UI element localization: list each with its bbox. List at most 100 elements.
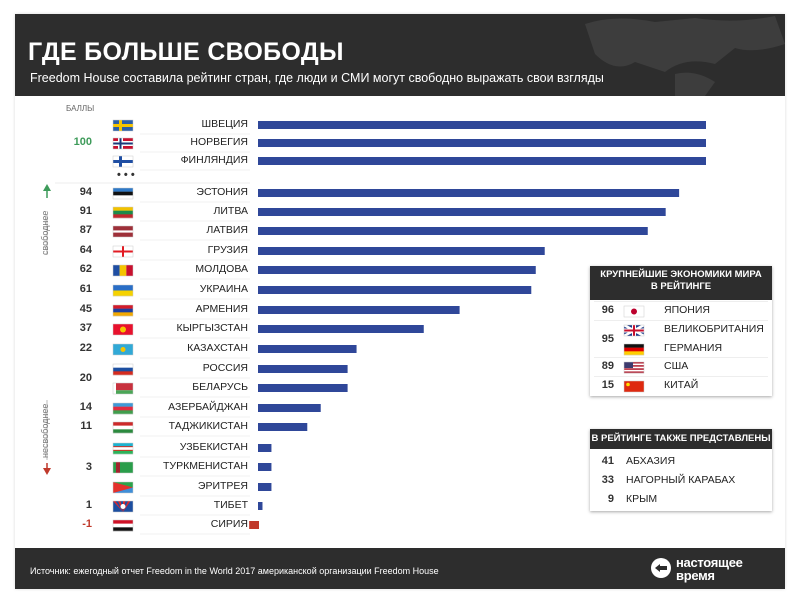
page-subtitle: Freedom House составила рейтинг стран, г…	[30, 71, 604, 85]
score-label: 100	[73, 136, 92, 148]
ellipsis-dots: • • •	[117, 169, 135, 181]
flag-armenia-icon	[112, 304, 134, 317]
score-label: 22	[79, 342, 92, 354]
country-label: БЕЛАРУСЬ	[192, 381, 248, 393]
also-name: АБХАЗИЯ	[626, 455, 676, 467]
also-box-header: В РЕЙТИНГЕ ТАКЖЕ ПРЕДСТАВЛЕНЫ	[590, 429, 772, 449]
flag-uk-icon	[623, 323, 645, 338]
header	[15, 14, 785, 96]
country-label: УКРАИНА	[199, 283, 248, 295]
flag-latvia-icon	[112, 225, 134, 238]
country-label: ФИНЛЯНДИЯ	[180, 154, 248, 166]
bar-9	[258, 286, 532, 294]
country-label: УЗБЕКИСТАН	[179, 441, 248, 453]
flag-finland-icon	[112, 155, 134, 168]
flag-eritrea-icon	[112, 481, 134, 494]
flag-russia-icon	[112, 363, 134, 376]
flag-uzbekistan-icon	[112, 442, 134, 455]
economies-box-header: КРУПНЕЙШИЕ ЭКОНОМИКИ МИРА В РЕЙТИНГЕ	[590, 266, 772, 300]
flag-sweden-icon	[112, 119, 134, 132]
country-label: АЗЕРБАЙДЖАН	[168, 401, 248, 413]
flag-germany-icon	[623, 343, 645, 356]
logo-icon	[651, 558, 671, 578]
page-title: ГДЕ БОЛЬШЕ СВОБОДЫ	[28, 38, 344, 66]
country-label: ТИБЕТ	[213, 499, 248, 511]
also-name: КРЫМ	[626, 493, 658, 505]
bar-3	[258, 157, 706, 165]
bar-16	[258, 423, 308, 431]
score-label: 61	[79, 283, 92, 295]
flag-usa-icon	[623, 361, 645, 374]
country-label: ШВЕЦИЯ	[201, 118, 248, 130]
bar-1	[258, 121, 706, 129]
economy-score: 15	[601, 379, 614, 391]
bar-20	[258, 502, 263, 510]
also-score: 33	[601, 474, 614, 486]
freer-label: свободнее	[40, 210, 50, 255]
source-note: Источник: ежегодный отчет Freedom in the…	[30, 566, 439, 576]
score-label: 3	[85, 460, 92, 473]
score-label: 45	[79, 303, 92, 315]
bar-12	[258, 345, 357, 353]
flag-norway-icon	[112, 137, 134, 150]
also-score: 9	[607, 493, 614, 505]
bar-6	[258, 227, 648, 235]
country-label: КАЗАХСТАН	[187, 342, 248, 354]
country-label: ЭСТОНИЯ	[196, 186, 248, 198]
country-label: НОРВЕГИЯ	[190, 136, 248, 148]
also-box: В РЕЙТИНГЕ ТАКЖЕ ПРЕДСТАВЛЕНЫ 41 АБХАЗИЯ 3…	[590, 429, 772, 511]
score-label: 37	[79, 322, 92, 334]
bar-21	[249, 521, 259, 529]
score-label: 62	[79, 263, 92, 275]
bar-19	[258, 483, 272, 491]
country-label: СИРИЯ	[210, 518, 248, 530]
country-label: ТАДЖИКИСТАН	[168, 420, 248, 432]
country-label: АРМЕНИЯ	[195, 303, 248, 315]
flag-kazakhstan-icon	[112, 343, 134, 356]
logo-line-2: время	[676, 568, 715, 583]
flag-belarus-icon	[112, 382, 134, 395]
economy-name: ГЕРМАНИЯ	[664, 342, 723, 354]
score-label: 20	[79, 371, 92, 384]
country-label: КЫРГЫЗСТАН	[176, 322, 248, 334]
flag-moldova-icon	[112, 264, 134, 277]
bar-15	[258, 404, 321, 412]
flag-azerbaijan-icon	[112, 402, 134, 415]
country-label: ЛИТВА	[213, 205, 248, 217]
bar-17	[258, 444, 272, 452]
flag-ukraine-icon	[112, 284, 134, 297]
economy-score: 96	[601, 304, 614, 316]
scores-label: БАЛЛЫ	[66, 104, 95, 113]
economies-box-title-2: В РЕЙТИНГЕ	[650, 281, 712, 292]
economies-box-title-1: КРУПНЕЙШИЕ ЭКОНОМИКИ МИРА	[600, 269, 762, 280]
also-box-title: В РЕЙТИНГЕ ТАКЖЕ ПРЕДСТАВЛЕНЫ	[591, 433, 771, 444]
flag-china-icon	[623, 380, 645, 393]
economies-box: КРУПНЕЙШИЕ ЭКОНОМИКИ МИРА В РЕЙТИНГЕ 96 Я…	[590, 266, 772, 396]
brand-logo: настоящее время	[650, 555, 780, 585]
country-label: ГРУЗИЯ	[207, 244, 248, 256]
bar-18	[258, 463, 272, 471]
also-name: НАГОРНЫЙ КАРАБАХ	[626, 474, 736, 486]
score-label: 11	[80, 420, 92, 432]
country-label: МОЛДОВА	[195, 263, 248, 275]
economy-name: ВЕЛИКОБРИТАНИЯ	[664, 323, 764, 335]
flag-tibet-icon	[112, 500, 134, 513]
score-label: 94	[79, 186, 92, 198]
economy-name: ЯПОНИЯ	[664, 304, 711, 316]
economy-name: США	[664, 360, 689, 372]
bar-5	[258, 208, 666, 216]
bar-2	[258, 139, 706, 147]
bar-4	[258, 189, 680, 197]
score-label: -1	[82, 518, 92, 530]
economy-score: 89	[601, 360, 614, 372]
bar-7	[258, 247, 545, 255]
flag-kyrgyzstan-icon	[112, 323, 134, 336]
score-label: 91	[79, 205, 92, 217]
flag-georgia-icon	[112, 245, 134, 258]
economies-flags	[594, 301, 768, 393]
score-label: 14	[79, 401, 92, 413]
country-label: ТУРКМЕНИСТАН	[163, 460, 248, 472]
flag-japan-icon	[623, 305, 645, 318]
bar-10	[258, 306, 460, 314]
